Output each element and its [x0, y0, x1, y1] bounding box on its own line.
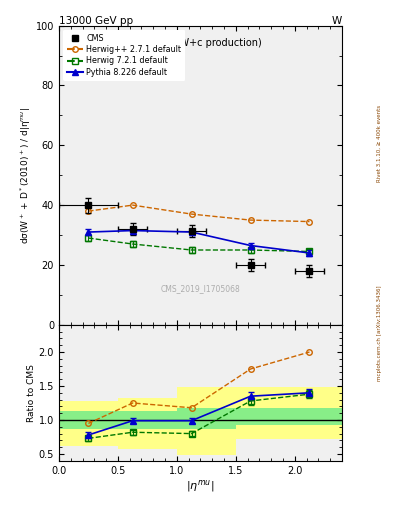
Text: mcplots.cern.ch [arXiv:1306.3436]: mcplots.cern.ch [arXiv:1306.3436]: [377, 285, 382, 380]
X-axis label: $|\eta^{mu}|$: $|\eta^{mu}|$: [186, 478, 215, 495]
Text: ηˡ (CMS W+c production): ηˡ (CMS W+c production): [140, 37, 261, 48]
Text: CMS_2019_I1705068: CMS_2019_I1705068: [161, 284, 240, 293]
Text: W: W: [332, 16, 342, 27]
Text: 13000 GeV pp: 13000 GeV pp: [59, 16, 133, 27]
Y-axis label: dσ(W$^+$ + D$^*$(2010)$^+$) / d|η$^{mu}$|: dσ(W$^+$ + D$^*$(2010)$^+$) / d|η$^{mu}$…: [18, 106, 33, 244]
Y-axis label: Ratio to CMS: Ratio to CMS: [27, 364, 36, 422]
Text: Rivet 3.1.10, ≥ 400k events: Rivet 3.1.10, ≥ 400k events: [377, 105, 382, 182]
Legend: CMS, Herwig++ 2.7.1 default, Herwig 7.2.1 default, Pythia 8.226 default: CMS, Herwig++ 2.7.1 default, Herwig 7.2.…: [63, 30, 185, 81]
